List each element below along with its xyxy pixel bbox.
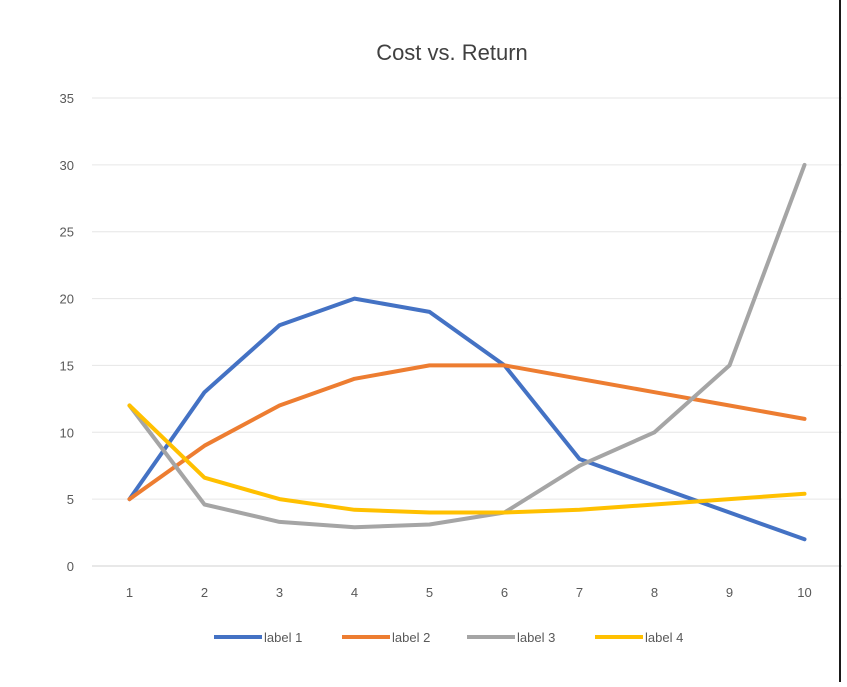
y-tick-label: 20 (60, 292, 74, 307)
legend-label: label 2 (392, 630, 430, 645)
x-tick-label: 8 (651, 585, 658, 600)
x-tick-label: 4 (351, 585, 358, 600)
series-line-label-4 (127, 403, 807, 515)
legend-label: label 1 (264, 630, 302, 645)
series-line-label-1 (127, 296, 807, 542)
gridlines (92, 97, 842, 567)
y-tick-label: 30 (60, 158, 74, 173)
x-tick-label: 10 (797, 585, 811, 600)
series-line-label-3 (127, 162, 807, 530)
legend: label 1 label 2 label 3 label 4 (214, 630, 683, 645)
x-tick-label: 3 (276, 585, 283, 600)
y-tick-label: 0 (67, 559, 74, 574)
x-tick-label: 7 (576, 585, 583, 600)
y-tick-label: 25 (60, 225, 74, 240)
x-tick-label: 2 (201, 585, 208, 600)
x-tick-label: 9 (726, 585, 733, 600)
chart-title: Cost vs. Return (376, 40, 528, 65)
y-tick-label: 5 (67, 492, 74, 507)
x-tick-label: 5 (426, 585, 433, 600)
x-tick-label: 1 (126, 585, 133, 600)
legend-label: label 3 (517, 630, 555, 645)
y-tick-label: 35 (60, 91, 74, 106)
series-lines (127, 162, 807, 542)
y-tick-label: 15 (60, 358, 74, 373)
y-axis-tick-labels: 0 5 10 15 20 25 30 35 (60, 91, 74, 574)
y-tick-label: 10 (60, 425, 74, 440)
x-tick-label: 6 (501, 585, 508, 600)
legend-label: label 4 (645, 630, 683, 645)
x-axis-tick-labels: 1 2 3 4 5 6 7 8 9 10 (126, 585, 812, 600)
frame-edge (839, 0, 841, 682)
